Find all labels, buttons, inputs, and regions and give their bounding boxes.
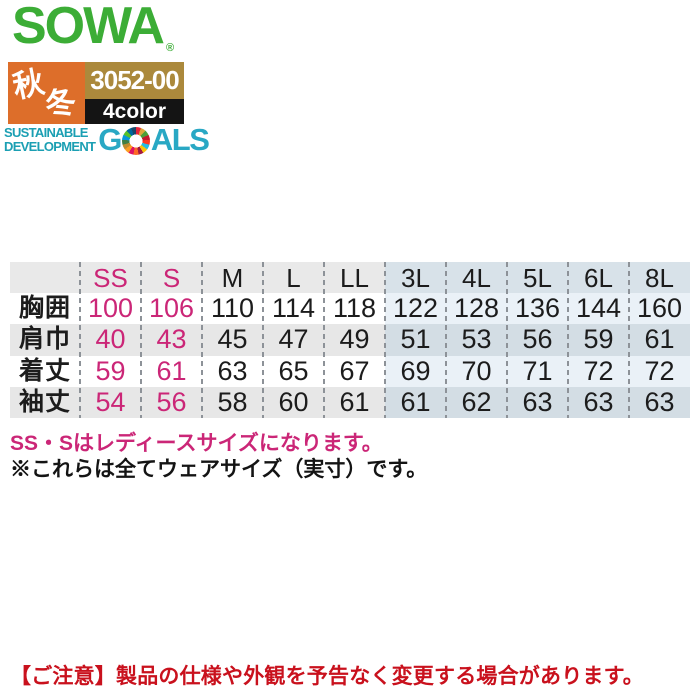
table-cell: 61 [141,355,202,387]
column-header-ss: SS [80,262,141,294]
table-cell: 56 [507,324,568,356]
row-label-sleeve-length: 袖丈 [10,386,80,418]
table-cell: 47 [263,324,324,356]
table-cell: 60 [263,386,324,418]
caution-notice: 【ご注意】製品の仕様や外観を予告なく変更する場合があります。 [10,665,644,688]
table-cell: 53 [446,324,507,356]
size-table: SS S M L LL 3L 4L 5L 6L 8L 胸囲 100 106 11… [10,262,690,418]
product-code-block: 3052-00 4color [85,62,184,124]
sowa-brand-logo: SOWA [12,0,165,55]
table-cell: 56 [141,386,202,418]
table-cell: 118 [324,293,385,325]
product-badge: 秋 冬 3052-00 4color [8,62,184,124]
table-cell: 100 [80,293,141,325]
table-cell: 58 [202,386,263,418]
column-header-l: L [263,262,324,294]
table-cell: 59 [80,355,141,387]
season-badge: 秋 冬 [8,62,85,124]
table-cell: 122 [385,293,446,325]
table-cell: 65 [263,355,324,387]
table-cell: 49 [324,324,385,356]
column-header-8l: 8L [629,262,690,294]
column-header-6l: 6L [568,262,629,294]
sdg-logo: SUSTAINABLE DEVELOPMENT G ALS [4,122,210,157]
sdg-goals-g: G [98,122,122,157]
table-cell: 72 [629,355,690,387]
table-cell: 62 [446,386,507,418]
table-cell: 43 [141,324,202,356]
table-corner-cell [10,262,80,294]
table-cell: 144 [568,293,629,325]
column-header-ll: LL [324,262,385,294]
table-cell: 110 [202,293,263,325]
ladies-size-note: SS・Sはレディースサイズになります。 [10,432,383,455]
table-cell: 45 [202,324,263,356]
table-cell: 51 [385,324,446,356]
sdg-color-wheel-icon [121,126,150,155]
column-header-3l: 3L [385,262,446,294]
table-cell: 63 [202,355,263,387]
table-cell: 136 [507,293,568,325]
table-cell: 63 [507,386,568,418]
sdg-goals-wordmark: G ALS [98,122,210,157]
season-char-autumn: 秋 [9,64,48,105]
table-cell: 40 [80,324,141,356]
table-cell: 61 [385,386,446,418]
table-cell: 63 [629,386,690,418]
table-cell: 61 [324,386,385,418]
table-cell: 71 [507,355,568,387]
column-header-4l: 4L [446,262,507,294]
sdg-logo-text: SUSTAINABLE DEVELOPMENT [4,125,96,154]
table-cell: 160 [629,293,690,325]
table-cell: 67 [324,355,385,387]
table-cell: 72 [568,355,629,387]
row-label-shoulder: 肩巾 [10,324,80,356]
table-cell: 114 [263,293,324,325]
color-count-badge: 4color [85,99,184,124]
product-code: 3052-00 [85,62,184,99]
column-header-s: S [141,262,202,294]
sdg-goals-als: ALS [150,122,210,157]
table-cell: 128 [446,293,507,325]
table-cell: 63 [568,386,629,418]
sdg-line2: DEVELOPMENT [4,138,96,154]
table-cell: 61 [629,324,690,356]
row-label-body-length: 着丈 [10,355,80,387]
table-cell: 69 [385,355,446,387]
table-cell: 59 [568,324,629,356]
table-cell: 54 [80,386,141,418]
column-header-m: M [202,262,263,294]
registered-trademark-icon: ® [166,42,175,54]
table-cell: 70 [446,355,507,387]
sdg-line1: SUSTAINABLE [4,125,88,140]
season-char-winter: 冬 [41,83,80,124]
column-header-5l: 5L [507,262,568,294]
actual-size-note: ※これらは全てウェアサイズ（実寸）です。 [10,458,428,481]
table-cell: 106 [141,293,202,325]
row-label-chest: 胸囲 [10,293,80,325]
